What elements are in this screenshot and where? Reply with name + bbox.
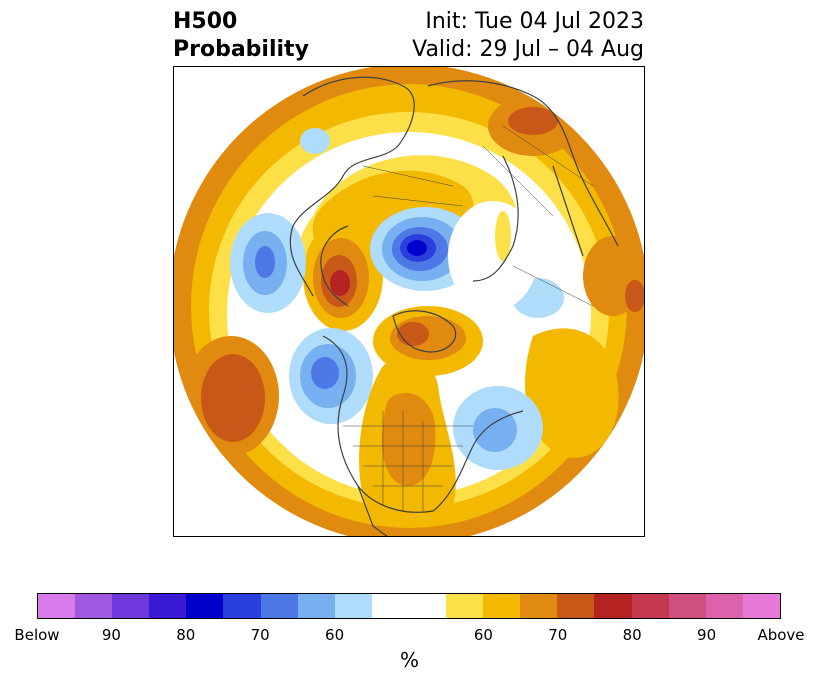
colorbar-segment — [705, 594, 743, 618]
init-date: Init: Tue 04 Jul 2023 — [425, 9, 644, 34]
title-product: Probability — [173, 37, 309, 62]
colorbar-tick-label: Above — [757, 626, 805, 644]
colorbar-segment — [594, 594, 632, 618]
colorbar-segment — [408, 594, 447, 618]
colorbar-segment — [260, 594, 298, 618]
colorbar-tick-label: Below — [14, 626, 60, 644]
colorbar-tick-label: 70 — [250, 626, 270, 644]
colorbar-tick-label: 60 — [473, 626, 493, 644]
colorbar-segment — [75, 594, 113, 618]
colorbar — [37, 593, 781, 619]
colorbar-segment — [483, 594, 521, 618]
colorbar-tick-label: 70 — [548, 626, 568, 644]
colorbar-tick-label: 60 — [325, 626, 345, 644]
colorbar-segment — [631, 594, 669, 618]
colorbar-segment — [520, 594, 558, 618]
valid-range: Valid: 29 Jul – 04 Aug — [412, 37, 644, 62]
coastlines — [289, 76, 619, 537]
colorbar-segment — [38, 594, 76, 618]
colorbar-tick-label: 80 — [622, 626, 642, 644]
polar-map — [173, 66, 645, 537]
colorbar-segment — [557, 594, 595, 618]
colorbar-segment — [186, 594, 224, 618]
colorbar-segment — [371, 594, 409, 618]
colorbar-ticks: Below 90 80 70 60 60 70 80 90 Above — [14, 626, 804, 646]
colorbar-segment — [742, 594, 780, 618]
map-svg — [173, 66, 645, 537]
colorbar-segment — [112, 594, 150, 618]
colorbar-tick-label: 80 — [176, 626, 196, 644]
probability-field — [173, 66, 645, 537]
colorbar-label: % — [399, 648, 419, 672]
title-left: H500 Probability — [173, 8, 309, 64]
colorbar-segment — [446, 594, 484, 618]
map-border — [173, 66, 645, 537]
borders — [343, 125, 594, 511]
colorbar-segment — [149, 594, 187, 618]
colorbar-tick-label: 90 — [101, 626, 121, 644]
colorbar-segment — [297, 594, 335, 618]
colorbar-tick-label: 90 — [697, 626, 717, 644]
colorbar-segment — [334, 594, 372, 618]
title-right: Init: Tue 04 Jul 2023 Valid: 29 Jul – 04… — [412, 8, 644, 64]
colorbar-segment — [223, 594, 261, 618]
colorbar-segment — [668, 594, 706, 618]
title-variable: H500 — [173, 9, 238, 34]
